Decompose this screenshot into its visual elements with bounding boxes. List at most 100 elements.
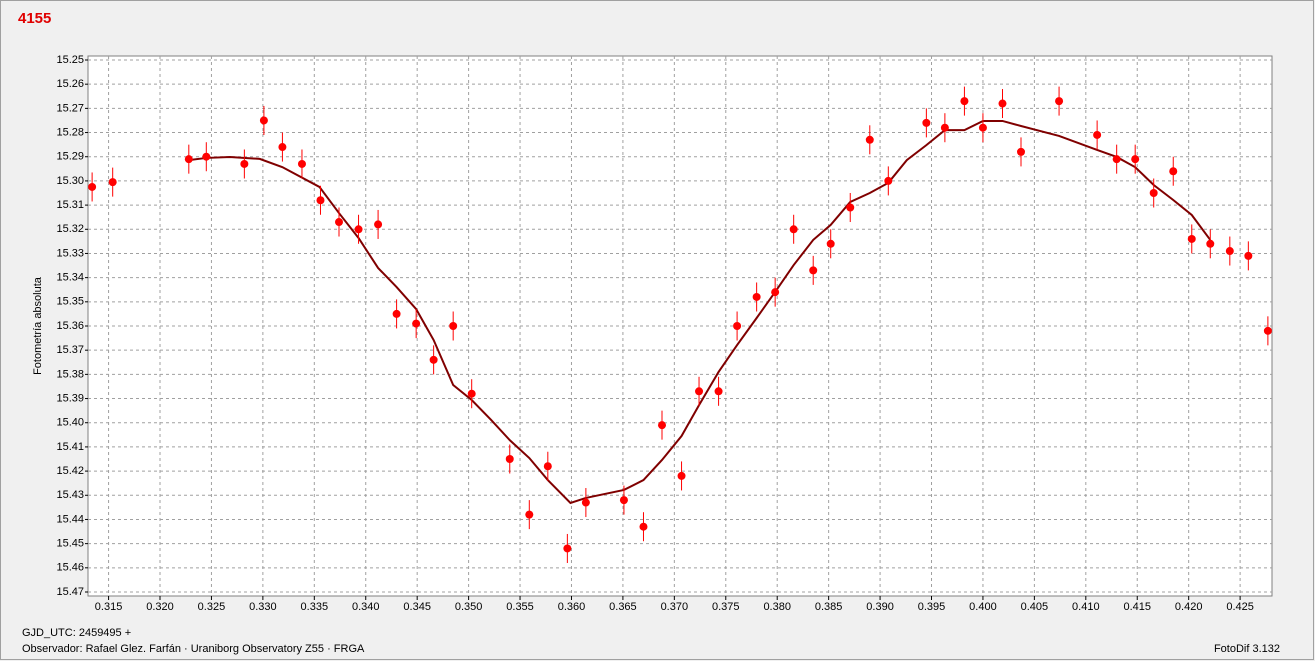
x-tick-label: 0.415 [1123, 601, 1151, 613]
data-point [543, 462, 552, 471]
x-tick-label: 0.390 [866, 601, 894, 613]
data-point [998, 99, 1007, 108]
x-tick-label: 0.370 [661, 601, 689, 613]
y-tick-label: 15.46 [56, 562, 84, 574]
data-point [316, 196, 325, 205]
data-point [202, 152, 211, 161]
x-tick-label: 0.405 [1021, 601, 1049, 613]
y-tick-label: 15.27 [56, 102, 84, 114]
y-tick-label: 15.40 [56, 417, 84, 429]
x-tick-label: 0.325 [198, 601, 226, 613]
data-point [354, 225, 363, 234]
x-tick-label: 0.350 [455, 601, 483, 613]
y-tick-label: 15.26 [56, 78, 84, 90]
data-point [657, 421, 666, 430]
data-point [88, 182, 97, 191]
y-tick-label: 15.43 [56, 489, 84, 501]
footer-note: GJD_UTC: 2459495 + [22, 627, 131, 639]
x-tick-label: 0.400 [969, 601, 997, 613]
data-point [334, 218, 343, 227]
x-tick-label: 0.380 [763, 601, 791, 613]
y-axis-label: Fotometría absoluta [32, 276, 44, 375]
fit-line [188, 119, 1212, 505]
y-tick-label: 15.35 [56, 296, 84, 308]
y-tick-label: 15.34 [56, 272, 84, 284]
y-tick-label: 15.29 [56, 151, 84, 163]
y-tick-label: 15.44 [56, 513, 84, 525]
data-point [1149, 189, 1158, 197]
data-point [1112, 155, 1121, 164]
data-point [714, 387, 723, 396]
data-point [1055, 97, 1064, 106]
data-point [960, 97, 969, 106]
y-tick-label: 15.42 [56, 465, 84, 477]
y-tick-label: 15.28 [56, 126, 84, 138]
data-point [922, 118, 931, 127]
y-tick-label: 15.38 [56, 368, 84, 380]
x-tick-label: 0.365 [609, 601, 637, 613]
y-tick-label: 15.41 [56, 441, 84, 453]
data-point [846, 203, 855, 212]
x-tick-label: 0.335 [301, 601, 329, 613]
data-point [619, 496, 628, 505]
y-tick-label: 15.45 [56, 538, 84, 550]
x-tick-label: 0.410 [1072, 601, 1100, 613]
data-point [505, 455, 514, 463]
data-point [429, 355, 438, 364]
data-point [525, 510, 534, 519]
data-point [392, 309, 401, 318]
data-point [978, 123, 987, 132]
data-point [1244, 251, 1253, 260]
data-point [771, 288, 780, 297]
data-point [1187, 234, 1196, 243]
x-tick-label: 0.425 [1226, 601, 1254, 613]
data-point [563, 544, 572, 553]
data-point [789, 225, 798, 234]
y-tick-label: 15.32 [56, 223, 84, 235]
y-tick-label: 15.30 [56, 175, 84, 187]
x-tick-label: 0.395 [918, 601, 946, 613]
data-point [677, 471, 686, 480]
x-tick-label: 0.315 [95, 601, 123, 613]
data-point [449, 322, 458, 330]
data-point [297, 159, 306, 168]
x-tick-label: 0.330 [249, 601, 277, 613]
x-tick-label: 0.340 [352, 601, 380, 613]
data-point [639, 522, 648, 531]
data-point [826, 239, 835, 248]
data-point [1206, 239, 1215, 248]
data-point [940, 123, 949, 132]
footer-note: FotoDif 3.132 [1214, 643, 1280, 655]
data-point [884, 176, 893, 185]
data-point [240, 159, 249, 168]
data-point [1263, 326, 1272, 335]
data-point [809, 266, 818, 275]
data-point [108, 178, 117, 187]
y-tick-label: 15.31 [56, 199, 84, 211]
data-point [1225, 247, 1234, 256]
data-point [1169, 167, 1178, 176]
data-point [184, 155, 193, 164]
x-tick-label: 0.420 [1175, 601, 1203, 613]
y-tick-label: 15.37 [56, 344, 84, 356]
y-tick-label: 15.39 [56, 392, 84, 404]
y-tick-label: 15.47 [56, 586, 84, 598]
x-tick-label: 0.375 [712, 601, 740, 613]
x-tick-label: 0.355 [506, 601, 534, 613]
data-point [374, 220, 383, 229]
x-tick-label: 0.345 [403, 601, 431, 613]
chart-title: 4155 [18, 10, 51, 27]
data-point [865, 135, 874, 144]
data-point [581, 498, 590, 507]
x-tick-label: 0.385 [815, 601, 843, 613]
data-point [1017, 147, 1026, 156]
y-tick-label: 15.25 [56, 54, 84, 66]
data-point [412, 319, 421, 328]
x-tick-label: 0.320 [146, 601, 174, 613]
y-tick-label: 15.36 [56, 320, 84, 332]
data-point [1093, 130, 1102, 139]
data-point [752, 292, 761, 301]
data-point [278, 143, 287, 152]
